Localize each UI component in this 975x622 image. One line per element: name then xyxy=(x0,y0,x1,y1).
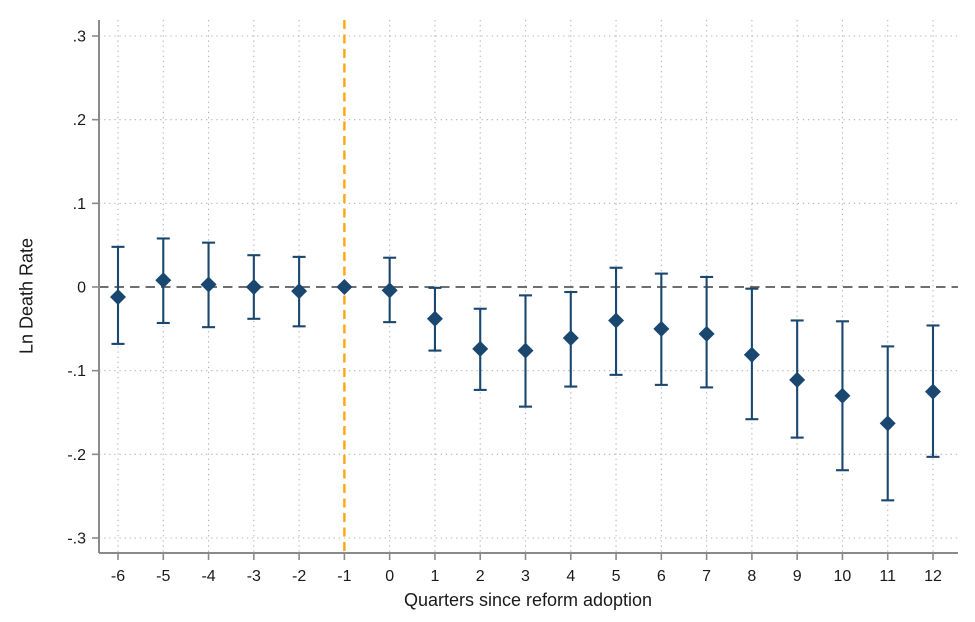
x-tick-label: 1 xyxy=(430,568,439,585)
x-tick-label: 6 xyxy=(657,568,666,585)
axes xyxy=(92,20,958,560)
point-marker xyxy=(472,340,489,357)
point-marker xyxy=(925,383,941,400)
x-tick-label: 8 xyxy=(747,568,756,585)
x-tick-label: 7 xyxy=(702,568,711,585)
x-tick-label: 0 xyxy=(385,568,394,585)
y-axis-title: Ln Death Rate xyxy=(16,237,37,355)
y-tick-label: -.1 xyxy=(67,363,86,380)
x-tick-label: 4 xyxy=(566,568,575,585)
point-marker xyxy=(562,330,579,347)
x-tick-label: 10 xyxy=(834,568,852,585)
point-marker xyxy=(336,279,353,295)
y-tick-label: -.3 xyxy=(67,531,86,548)
x-tick-label: -1 xyxy=(337,568,351,585)
x-axis-title: Quarters since reform adoption xyxy=(403,590,653,610)
point-marker xyxy=(879,415,896,432)
x-tick-label: -2 xyxy=(292,568,306,585)
point-marker xyxy=(200,276,217,293)
x-tick-label: 5 xyxy=(612,568,621,585)
point-marker xyxy=(834,387,851,404)
x-tick-label: -4 xyxy=(201,568,215,585)
point-marker xyxy=(245,279,262,295)
point-marker xyxy=(426,310,443,327)
point-marker xyxy=(698,325,715,342)
tick-labels: .3.2.10-.1-.2-.3-6 -5 -4 -3 -2 -1 0 1 2 3 4 5 6 7 8 9 10… xyxy=(67,29,942,586)
y-tick-label: .2 xyxy=(73,112,86,129)
x-tick-label: 11 xyxy=(879,568,896,585)
x-tick-label: 3 xyxy=(521,568,530,585)
reference-lines xyxy=(99,20,958,553)
point-marker xyxy=(155,272,172,289)
x-tick-label: -5 xyxy=(156,568,170,585)
y-tick-label: -.2 xyxy=(67,447,86,464)
x-tick-label: 12 xyxy=(924,568,942,585)
y-tick-label: .1 xyxy=(73,196,86,213)
point-marker xyxy=(517,342,534,359)
point-marker xyxy=(291,283,308,300)
point-marker xyxy=(743,346,760,363)
y-tick-label: 0 xyxy=(77,280,86,297)
x-tick-label: 9 xyxy=(793,568,802,585)
x-tick-label: -6 xyxy=(111,568,125,585)
x-tick-label: 2 xyxy=(476,568,485,585)
point-marker xyxy=(789,371,806,388)
point-marker xyxy=(653,320,670,337)
point-marker xyxy=(381,282,398,299)
data-series xyxy=(110,237,941,502)
point-marker xyxy=(110,289,126,306)
point-marker xyxy=(608,312,625,329)
x-tick-label: -3 xyxy=(247,568,261,585)
y-tick-label: .3 xyxy=(73,29,86,46)
